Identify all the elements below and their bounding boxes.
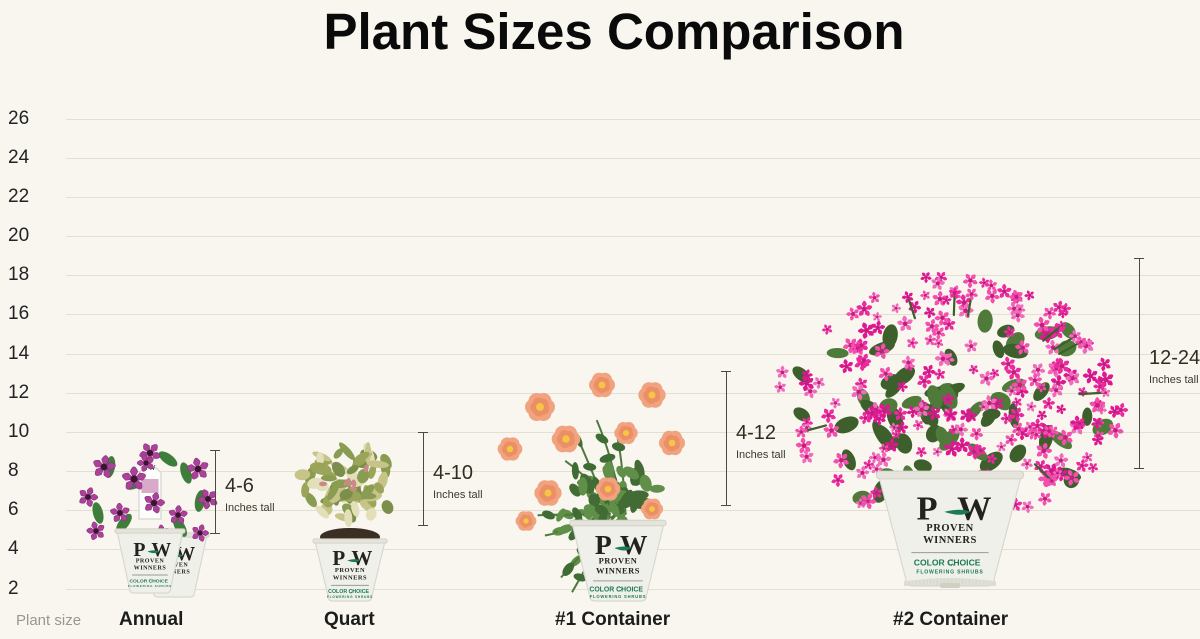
- svg-text:PROVEN: PROVEN: [599, 556, 638, 566]
- svg-text:FLOWERING SHRUBS: FLOWERING SHRUBS: [327, 595, 373, 599]
- svg-text:WINNERS: WINNERS: [596, 565, 640, 575]
- svg-text:PROVEN: PROVEN: [335, 567, 365, 574]
- svg-text:COLOR CHOICE: COLOR CHOICE: [914, 558, 981, 568]
- svg-text:FLOWERING SHRUBS: FLOWERING SHRUBS: [590, 594, 647, 599]
- svg-text:P: P: [917, 489, 938, 527]
- svg-text:WINNERS: WINNERS: [134, 566, 167, 572]
- svg-text:COLOR CHOICE: COLOR CHOICE: [589, 586, 643, 593]
- svg-text:WINNERS: WINNERS: [333, 575, 367, 582]
- svg-text:FLOWERING SHRUBS: FLOWERING SHRUBS: [916, 570, 983, 576]
- svg-text:PROVEN: PROVEN: [136, 559, 165, 565]
- svg-text:FLOWERING SHRUBS: FLOWERING SHRUBS: [128, 584, 172, 588]
- svg-text:W: W: [957, 489, 991, 527]
- svg-text:WINNERS: WINNERS: [923, 535, 977, 546]
- svg-text:W: W: [151, 539, 171, 561]
- svg-text:PROVEN: PROVEN: [926, 523, 973, 534]
- svg-text:P: P: [133, 539, 145, 561]
